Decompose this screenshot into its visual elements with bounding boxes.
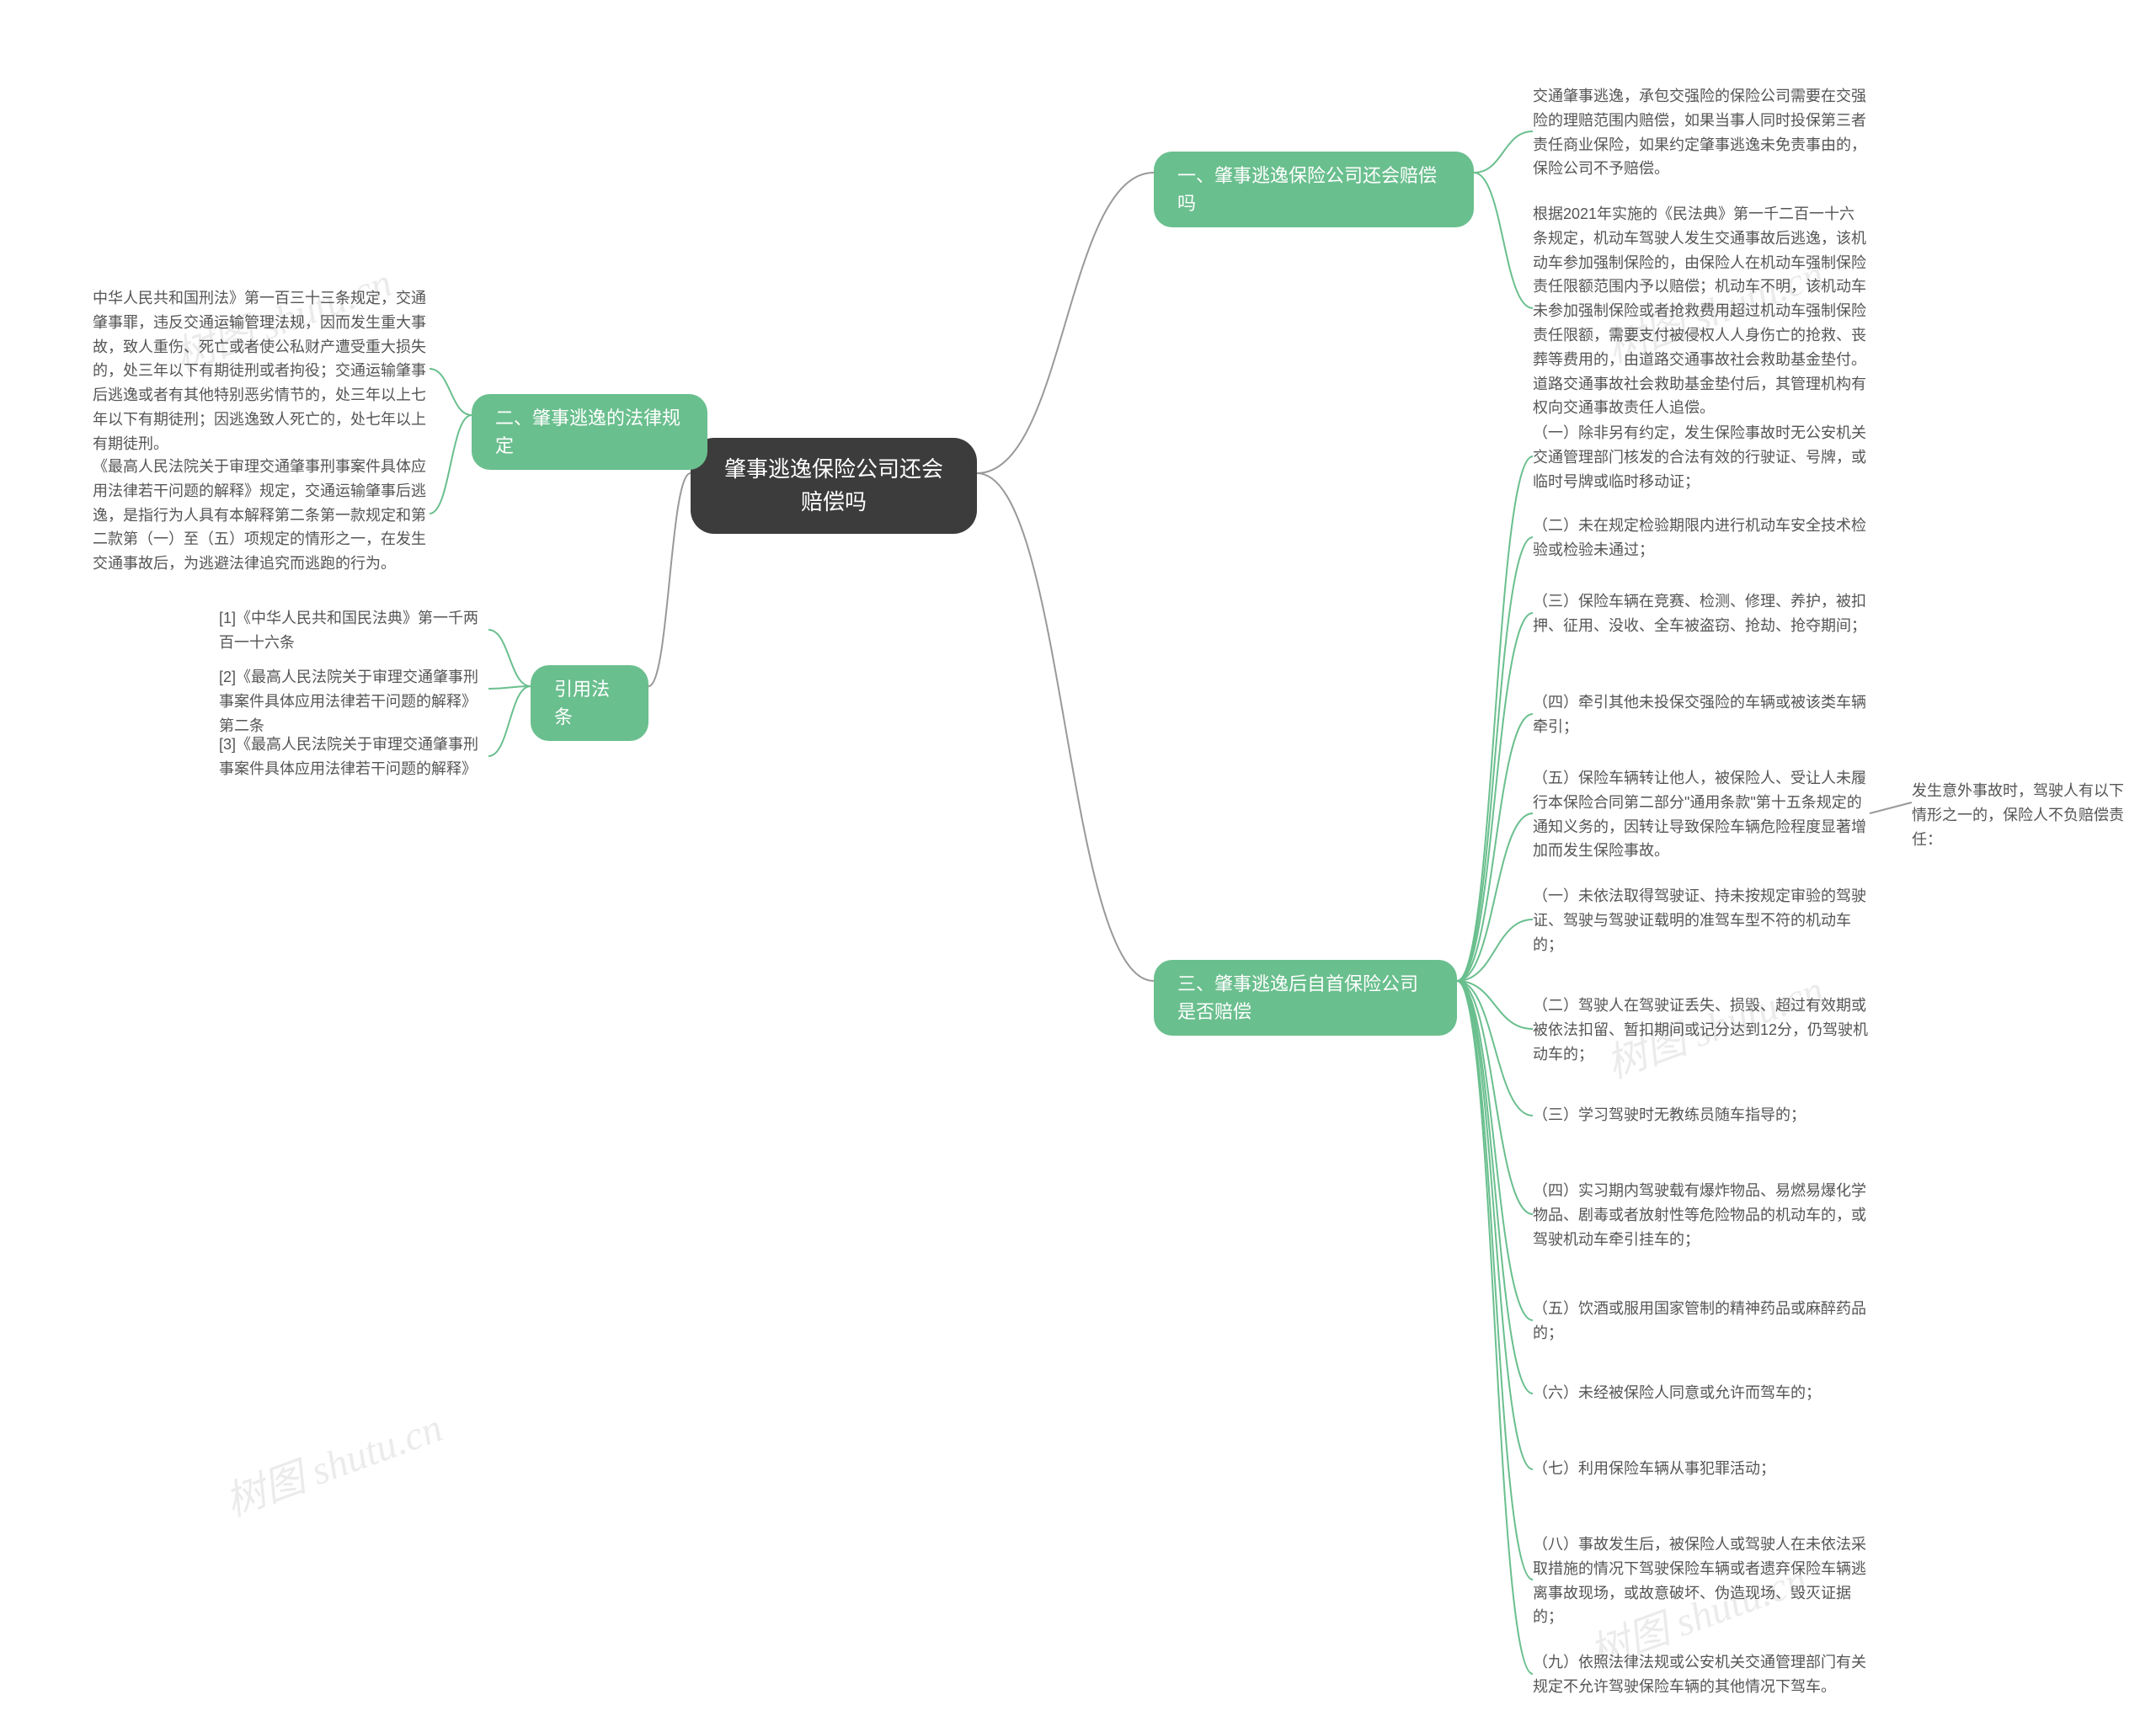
- leaf-node: [1]《中华人民共和国民法典》第一千两百一十六条: [219, 606, 488, 655]
- leaf-node: 《最高人民法院关于审理交通肇事刑事案件具体应用法律若干问题的解释》规定，交通运输…: [93, 455, 430, 576]
- center-node: 肇事逃逸保险公司还会赔偿吗: [691, 438, 977, 534]
- leaf-node: （三）学习驾驶时无教练员随车指导的；: [1533, 1103, 1870, 1127]
- watermark: 树图 shutu.cn: [216, 1394, 449, 1527]
- leaf-node: [3]《最高人民法院关于审理交通肇事刑事案件具体应用法律若干问题的解释》: [219, 733, 488, 781]
- leaf-node: （九）依照法律法规或公安机关交通管理部门有关规定不允许驾驶保险车辆的其他情况下驾…: [1533, 1650, 1870, 1699]
- leaf-node: 根据2021年实施的《民法典》第一千二百一十六条规定，机动车驾驶人发生交通事故后…: [1533, 202, 1870, 420]
- leaf-node: （八）事故发生后，被保险人或驾驶人在未依法采取措施的情况下驾驶保险车辆或者遗弃保…: [1533, 1532, 1870, 1629]
- leaf-node: 交通肇事逃逸，承包交强险的保险公司需要在交强险的理赔范围内赔偿，如果当事人同时投…: [1533, 84, 1870, 181]
- leaf-node: （六）未经被保险人同意或允许而驾车的；: [1533, 1381, 1870, 1405]
- leaf-node: （五）饮酒或服用国家管制的精神药品或麻醉药品的；: [1533, 1297, 1870, 1346]
- branch-node: 一、肇事逃逸保险公司还会赔偿吗: [1154, 152, 1474, 227]
- leaf-node: （一）未依法取得驾驶证、持未按规定审验的驾驶证、驾驶与驾驶证载明的准驾车型不符的…: [1533, 884, 1870, 957]
- leaf-node: [2]《最高人民法院关于审理交通肇事刑事案件具体应用法律若干问题的解释》第二条: [219, 665, 488, 738]
- leaf-node: （五）保险车辆转让他人，被保险人、受让人未履行本保险合同第二部分"通用条款"第十…: [1533, 766, 1870, 863]
- leaf-node: （二）驾驶人在驾驶证丢失、损毁、超过有效期或被依法扣留、暂扣期间或记分达到12分…: [1533, 994, 1870, 1066]
- leaf-node: 中华人民共和国刑法》第一百三十三条规定，交通肇事罪，违反交通运输管理法规，因而发…: [93, 286, 430, 456]
- branch-node: 引用法条: [531, 665, 648, 741]
- leaf-node: （三）保险车辆在竞赛、检测、修理、养护，被扣押、征用、没收、全车被盗窃、抢劫、抢…: [1533, 589, 1870, 638]
- branch-node: 三、肇事逃逸后自首保险公司是否赔偿: [1154, 960, 1457, 1036]
- leaf-node: （四）实习期内驾驶载有爆炸物品、易燃易爆化学物品、剧毒或者放射性等危险物品的机动…: [1533, 1179, 1870, 1251]
- branch-node: 二、肇事逃逸的法律规定: [472, 394, 707, 470]
- leaf-sub-node: 发生意外事故时，驾驶人有以下情形之一的，保险人不负赔偿责任：: [1912, 779, 2131, 851]
- center-label: 肇事逃逸保险公司还会赔偿吗: [724, 456, 943, 514]
- leaf-node: （四）牵引其他未投保交强险的车辆或被该类车辆牵引；: [1533, 690, 1870, 739]
- leaf-node: （二）未在规定检验期限内进行机动车安全技术检验或检验未通过；: [1533, 514, 1870, 562]
- leaf-node: （一）除非另有约定，发生保险事故时无公安机关交通管理部门核发的合法有效的行驶证、…: [1533, 421, 1870, 493]
- leaf-node: （七）利用保险车辆从事犯罪活动；: [1533, 1457, 1870, 1481]
